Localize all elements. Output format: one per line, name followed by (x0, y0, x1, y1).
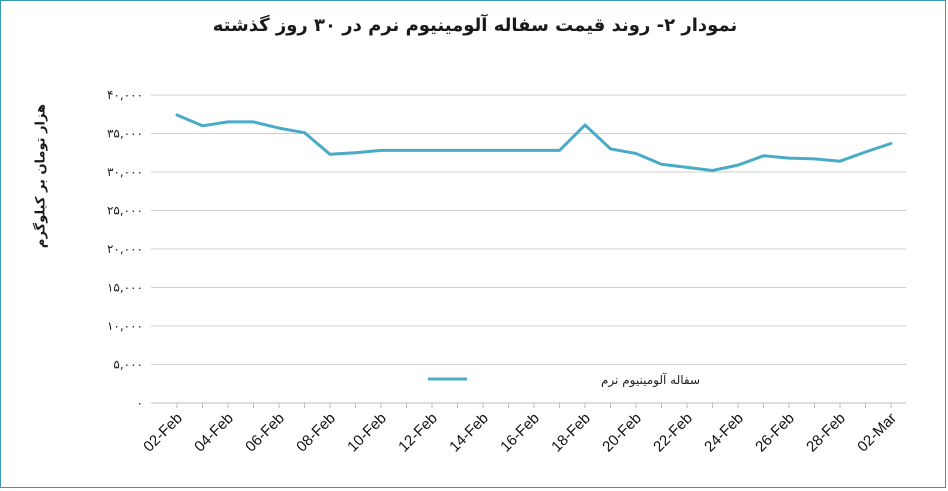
y-tick-label: ۲۵,۰۰۰ (107, 204, 143, 218)
x-tick-label: 02-Feb (140, 410, 186, 456)
y-tick-label: ۵,۰۰۰ (113, 358, 143, 372)
x-tick-label: 20-Feb (599, 410, 645, 456)
x-tick-label: 14-Feb (446, 410, 492, 456)
x-tick-label: 16-Feb (497, 410, 543, 456)
x-tick-label: 26-Feb (752, 410, 798, 456)
y-tick-label: ۳۰,۰۰۰ (107, 165, 143, 179)
y-tick-label: ۱۵,۰۰۰ (107, 281, 143, 295)
y-tick-label: ۴۰,۰۰۰ (107, 88, 143, 102)
x-tick-label: 06-Feb (242, 410, 288, 456)
x-tick-label: 28-Feb (803, 410, 849, 456)
x-tick-label: 24-Feb (701, 410, 747, 456)
x-tick-label: 08-Feb (293, 410, 339, 456)
x-tick-label: 10-Feb (344, 410, 390, 456)
x-tick-label: 22-Feb (650, 410, 696, 456)
y-tick-label: ۲۰,۰۰۰ (107, 242, 143, 256)
y-tick-label: ۰ (137, 396, 143, 410)
x-tick-label: 04-Feb (191, 410, 237, 456)
series-line (177, 115, 891, 171)
x-tick-label: 18-Feb (548, 410, 594, 456)
y-tick-label: ۱۰,۰۰۰ (107, 319, 143, 333)
x-tick-label: 12-Feb (395, 410, 441, 456)
y-tick-label: ۳۵,۰۰۰ (107, 127, 143, 141)
legend-label: سفاله آلومینیوم نرم (601, 372, 700, 388)
x-tick-label: 02-Mar (854, 410, 900, 456)
